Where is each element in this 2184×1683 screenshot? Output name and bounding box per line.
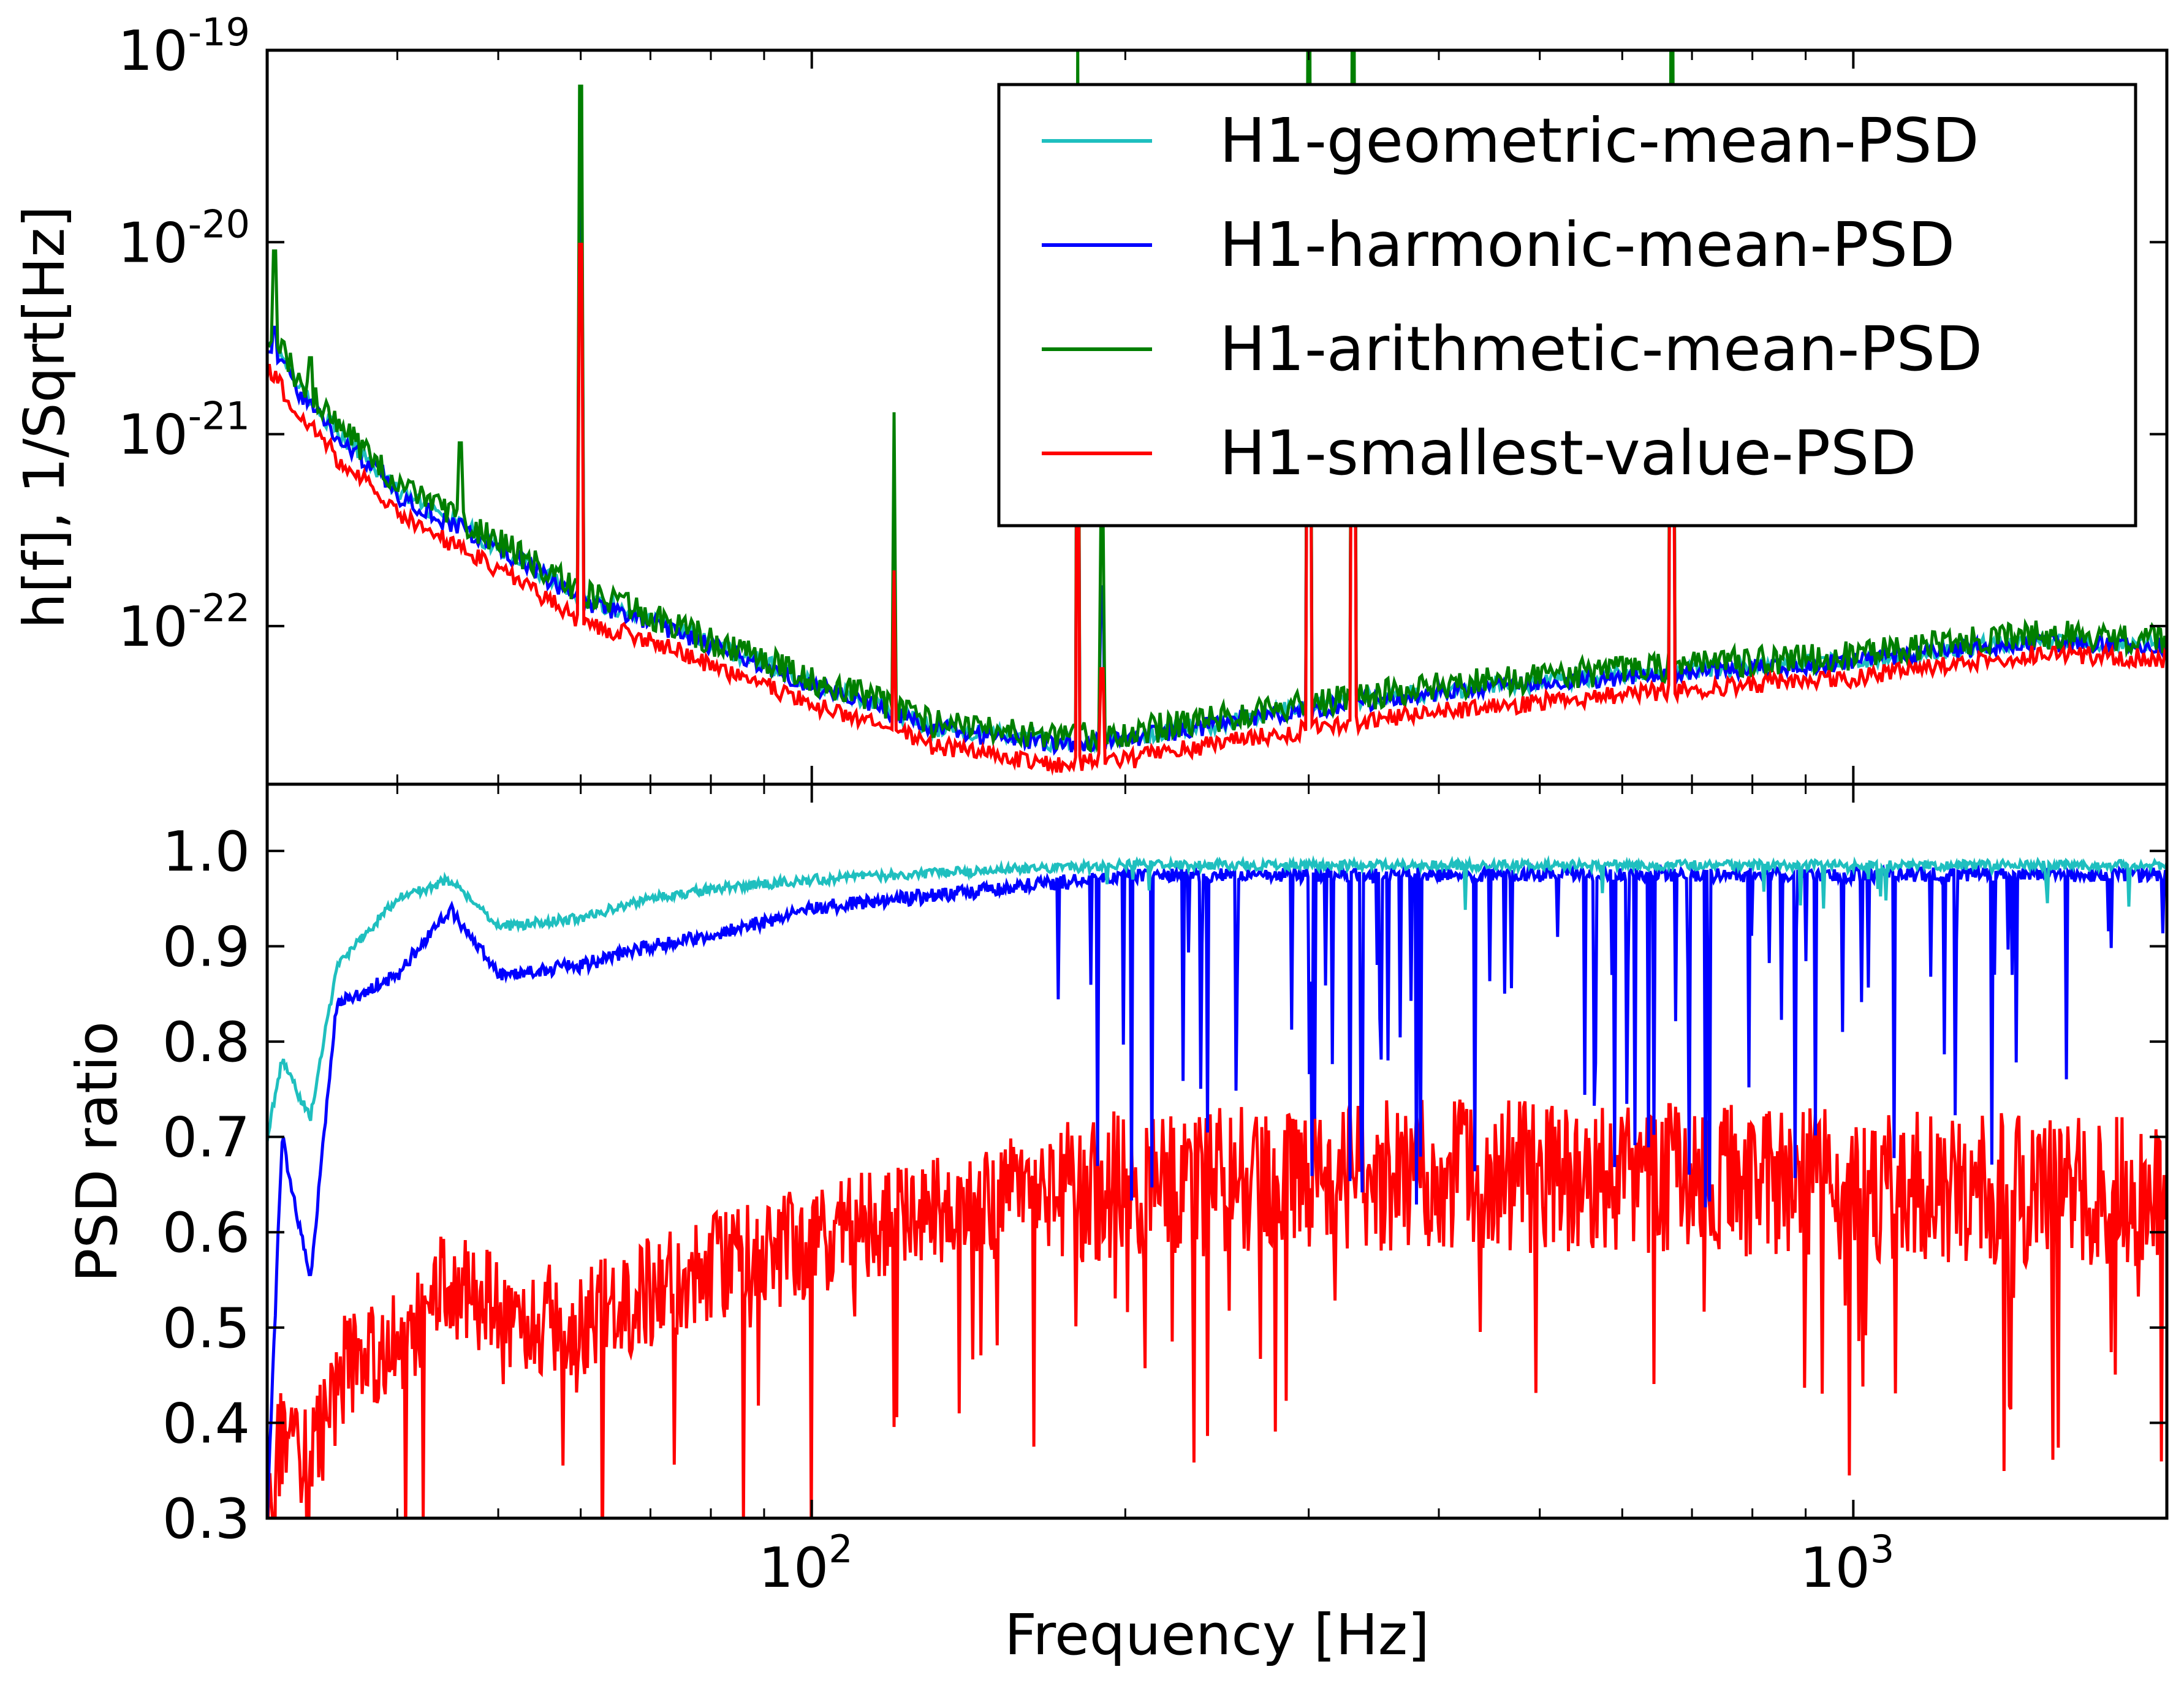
- bottom-y-tick-label: 0.7: [162, 1106, 250, 1170]
- top-y-ticks: 10-22 10-21 10-20 10-19: [118, 10, 2167, 659]
- top-series-line-3: [267, 206, 2167, 776]
- bottom-y-tick-label: 0.6: [162, 1201, 250, 1265]
- top-series-group: [267, 50, 2167, 776]
- bottom-series-line-0: [267, 855, 2167, 1142]
- top-y-axis-label: h[f], 1/Sqrt[Hz]: [12, 206, 77, 629]
- bottom-y-tick-label: 1.0: [162, 820, 250, 884]
- legend-label-harmonic: H1-harmonic-mean-PSD: [1219, 209, 1955, 281]
- bottom-y-tick-label: 0.8: [162, 1010, 250, 1075]
- top-y-tick-label: 10-19: [118, 10, 250, 83]
- bottom-series-group: [267, 855, 2167, 1518]
- bottom-y-tick-label: 0.9: [162, 915, 250, 979]
- bottom-y-tick-label: 0.4: [162, 1391, 250, 1456]
- top-y-tick-label: 10-20: [118, 202, 250, 275]
- bottom-y-axis-label: PSD ratio: [64, 1021, 130, 1282]
- legend-box: [997, 83, 2137, 528]
- x-axis-label: Frequency [Hz]: [1004, 1602, 1430, 1668]
- legend-label-arithmetic: H1-arithmetic-mean-PSD: [1219, 313, 1982, 385]
- legend: H1-geometric-mean-PSD H1-harmonic-mean-P…: [997, 83, 2137, 528]
- bottom-y-tick-label: 0.5: [162, 1296, 250, 1361]
- x-tick-label: 102: [759, 1527, 853, 1600]
- bottom-x-ticks: 102 103: [266, 50, 2168, 1600]
- bottom-plot-frame: [265, 782, 2169, 1520]
- x-tick-label: 103: [1800, 1527, 1894, 1600]
- bottom-panel: 0.3 0.4 0.5 0.6 0.7 0.8 0.9 1.0 102 103 PSD rati…: [64, 50, 2169, 1668]
- bottom-y-tick-label: 0.3: [162, 1487, 250, 1551]
- bottom-series-line-1: [267, 862, 2167, 1518]
- top-y-tick-label: 10-21: [118, 394, 250, 467]
- legend-label-geometric: H1-geometric-mean-PSD: [1219, 105, 1979, 176]
- top-panel: 10-22 10-21 10-20 10-19 h[f], 1/Sqrt[Hz] H1…: [12, 10, 2169, 786]
- bottom-y-ticks: 0.3 0.4 0.5 0.6 0.7 0.8 0.9 1.0: [162, 820, 2167, 1551]
- bottom-series-line-2: [267, 1099, 2167, 1518]
- top-y-tick-label: 10-22: [118, 586, 250, 659]
- legend-label-smallest: H1-smallest-value-PSD: [1219, 417, 1917, 489]
